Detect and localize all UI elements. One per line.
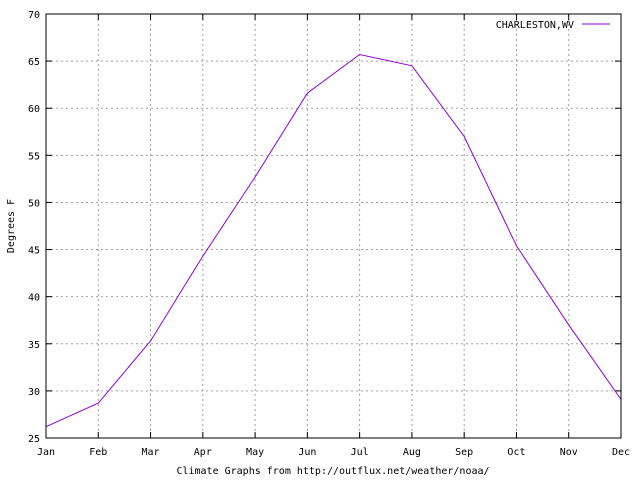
y-tick-label: 35 xyxy=(28,340,40,351)
x-tick-label: Aug xyxy=(403,447,421,458)
y-tick-label: 55 xyxy=(28,151,40,162)
x-axis-title: Climate Graphs from http://outflux.net/w… xyxy=(176,466,489,477)
x-tick-label: Oct xyxy=(507,447,525,458)
x-axis-ticks: Jan Feb Mar Apr May Jun Jul Aug Sep Oct Nov Dec xyxy=(37,14,630,458)
y-tick-label: 45 xyxy=(28,246,40,257)
x-tick-label: Jan xyxy=(37,447,55,458)
y-tick-label: 40 xyxy=(28,293,40,304)
plot-border xyxy=(45,13,622,439)
y-tick-label: 30 xyxy=(28,387,40,398)
x-tick-label: Sep xyxy=(455,447,473,458)
grid-lines xyxy=(46,14,621,438)
x-tick-label: Dec xyxy=(612,447,630,458)
x-tick-label: Jun xyxy=(298,447,316,458)
x-tick-label: Nov xyxy=(560,447,578,458)
y-tick-label: 50 xyxy=(28,198,40,209)
x-tick-label: May xyxy=(246,447,264,458)
y-tick-label: 65 xyxy=(28,57,40,68)
y-tick-label: 25 xyxy=(28,434,40,445)
x-tick-label: Mar xyxy=(142,447,160,458)
legend-label: CHARLESTON,WV xyxy=(496,20,574,31)
x-tick-label: Feb xyxy=(89,447,107,458)
y-tick-label: 60 xyxy=(28,104,40,115)
series-line-0 xyxy=(45,53,622,428)
y-axis-title: Degrees F xyxy=(6,199,17,253)
series-layer xyxy=(45,53,622,428)
legend: CHARLESTON,WV xyxy=(496,20,610,31)
y-tick-label: 70 xyxy=(28,10,40,21)
x-tick-label: Apr xyxy=(194,447,212,458)
y-axis-ticks: 25 30 35 40 45 50 55 60 65 70 xyxy=(28,10,621,445)
x-tick-label: Jul xyxy=(351,447,369,458)
